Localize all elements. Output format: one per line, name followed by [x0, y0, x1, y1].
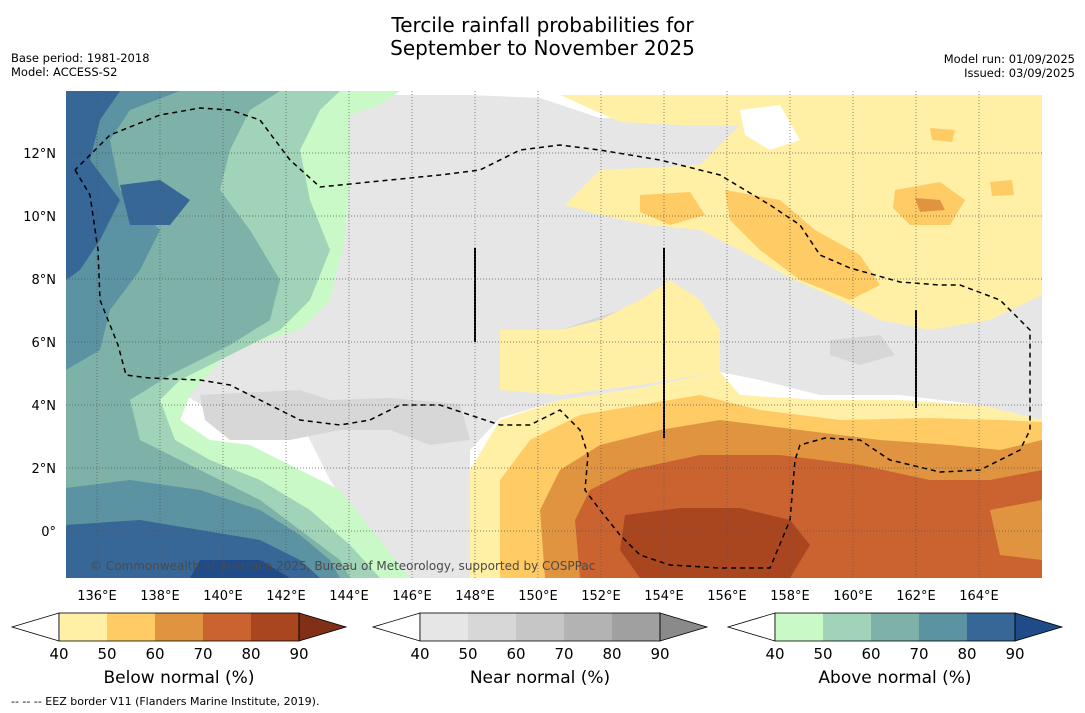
probability-map: © Commonwealth of Australia 2025, Bureau…	[66, 91, 1042, 578]
colorbar-swatch	[59, 613, 107, 641]
eez-border	[74, 107, 1031, 569]
lon-label: 146°E	[392, 589, 432, 604]
colorbar-tick: 50	[97, 645, 116, 663]
lon-label: 144°E	[329, 589, 369, 604]
colorbar-swatch	[107, 613, 155, 641]
gridlines	[66, 91, 1042, 578]
colorbar-tick: 70	[909, 645, 928, 663]
colorbar-swatch	[919, 613, 967, 641]
model-run: Model run: 01/09/2025	[943, 52, 1075, 66]
colorbar-tick: 70	[554, 645, 573, 663]
lat-label: 2°N	[32, 462, 57, 477]
lat-label: 10°N	[23, 210, 56, 225]
lon-label: 138°E	[140, 589, 180, 604]
colorbar-swatch	[468, 613, 516, 641]
model-name: Model: ACCESS-S2	[11, 65, 118, 79]
colorbar-tick: 80	[957, 645, 976, 663]
lon-label: 140°E	[203, 589, 243, 604]
colorbar-right-extension	[1014, 612, 1064, 642]
colorbar-swatch	[251, 613, 299, 641]
colorbar-tick: 90	[289, 645, 308, 663]
colorbar-tick: 80	[241, 645, 260, 663]
colorbar-tick: 80	[602, 645, 621, 663]
lon-axis: 136°E 138°E 140°E 142°E 144°E 146°E 148°…	[77, 589, 999, 604]
lat-label: 0°	[41, 525, 56, 540]
colorbar-swatch	[612, 613, 660, 641]
issued-date: Issued: 03/09/2025	[964, 66, 1075, 80]
lon-label: 152°E	[581, 589, 621, 604]
colorbar-right-extension	[298, 612, 348, 642]
colorbar-tick: 60	[506, 645, 525, 663]
colorbar-tick: 90	[1005, 645, 1024, 663]
title-line-1: Tercile rainfall probabilities for	[391, 13, 694, 37]
colorbar-tick: 60	[861, 645, 880, 663]
colorbar-swatch	[775, 613, 823, 641]
colorbar-left-extension	[10, 612, 60, 642]
base-period: Base period: 1981-2018	[11, 51, 150, 65]
lon-label: 154°E	[644, 589, 684, 604]
lon-label: 148°E	[455, 589, 495, 604]
colorbar-below-normal: 40 50 60 70 80 90	[10, 612, 348, 663]
eez-footnote: -- -- -- EEZ border V11 (Flanders Marine…	[11, 695, 320, 708]
lon-label: 160°E	[833, 589, 873, 604]
colorbar-swatch	[420, 613, 468, 641]
map-title: Tercile rainfall probabilities for Septe…	[0, 14, 1085, 60]
lat-axis: 12°N 10°N 8°N 6°N 4°N 2°N 0°	[23, 147, 56, 540]
copyright-text: © Commonwealth of Australia 2025, Bureau…	[90, 559, 595, 573]
colorbar-swatch	[516, 613, 564, 641]
above-normal-label: Above normal (%)	[818, 668, 972, 688]
meta-right: Model run: 01/09/2025 Issued: 03/09/2025	[944, 52, 1075, 80]
colorbar-swatch	[967, 613, 1015, 641]
colorbar-tick: 50	[458, 645, 477, 663]
colorbar-tick: 70	[193, 645, 212, 663]
colorbar-tick: 40	[49, 645, 68, 663]
colorbar-swatch	[823, 613, 871, 641]
colorbar-left-extension	[726, 612, 776, 642]
colorbar-swatch	[155, 613, 203, 641]
below-normal-north-zone	[560, 95, 1042, 330]
lon-label: 164°E	[959, 589, 999, 604]
colorbar-tick: 90	[650, 645, 669, 663]
lon-label: 150°E	[518, 589, 558, 604]
colorbar-tick: 50	[813, 645, 832, 663]
colorbar-swatch	[871, 613, 919, 641]
lon-label: 136°E	[77, 589, 117, 604]
lon-label: 162°E	[896, 589, 936, 604]
lon-label: 156°E	[707, 589, 747, 604]
lon-label: 142°E	[266, 589, 306, 604]
colorbar-swatch	[203, 613, 251, 641]
lat-label: 4°N	[32, 399, 57, 414]
colorbar-above-normal: 40 50 60 70 80 90	[726, 612, 1064, 663]
below-normal-label: Below normal (%)	[103, 668, 255, 688]
near-normal-label: Near normal (%)	[469, 668, 611, 688]
colorbar-tick: 40	[765, 645, 784, 663]
colorbar-near-normal: 40 50 60 70 80 90	[371, 612, 709, 663]
lon-label: 158°E	[770, 589, 810, 604]
colorbar-right-extension	[659, 612, 709, 642]
lat-label: 8°N	[32, 273, 57, 288]
colorbar-left-extension	[371, 612, 421, 642]
colorbar-tick: 40	[410, 645, 429, 663]
meta-left: Base period: 1981-2018 Model: ACCESS-S2	[11, 51, 150, 79]
title-line-2: September to November 2025	[390, 36, 695, 60]
lat-label: 12°N	[23, 147, 56, 162]
colorbar-tick: 60	[145, 645, 164, 663]
colorbar-swatch	[564, 613, 612, 641]
lat-label: 6°N	[32, 336, 57, 351]
